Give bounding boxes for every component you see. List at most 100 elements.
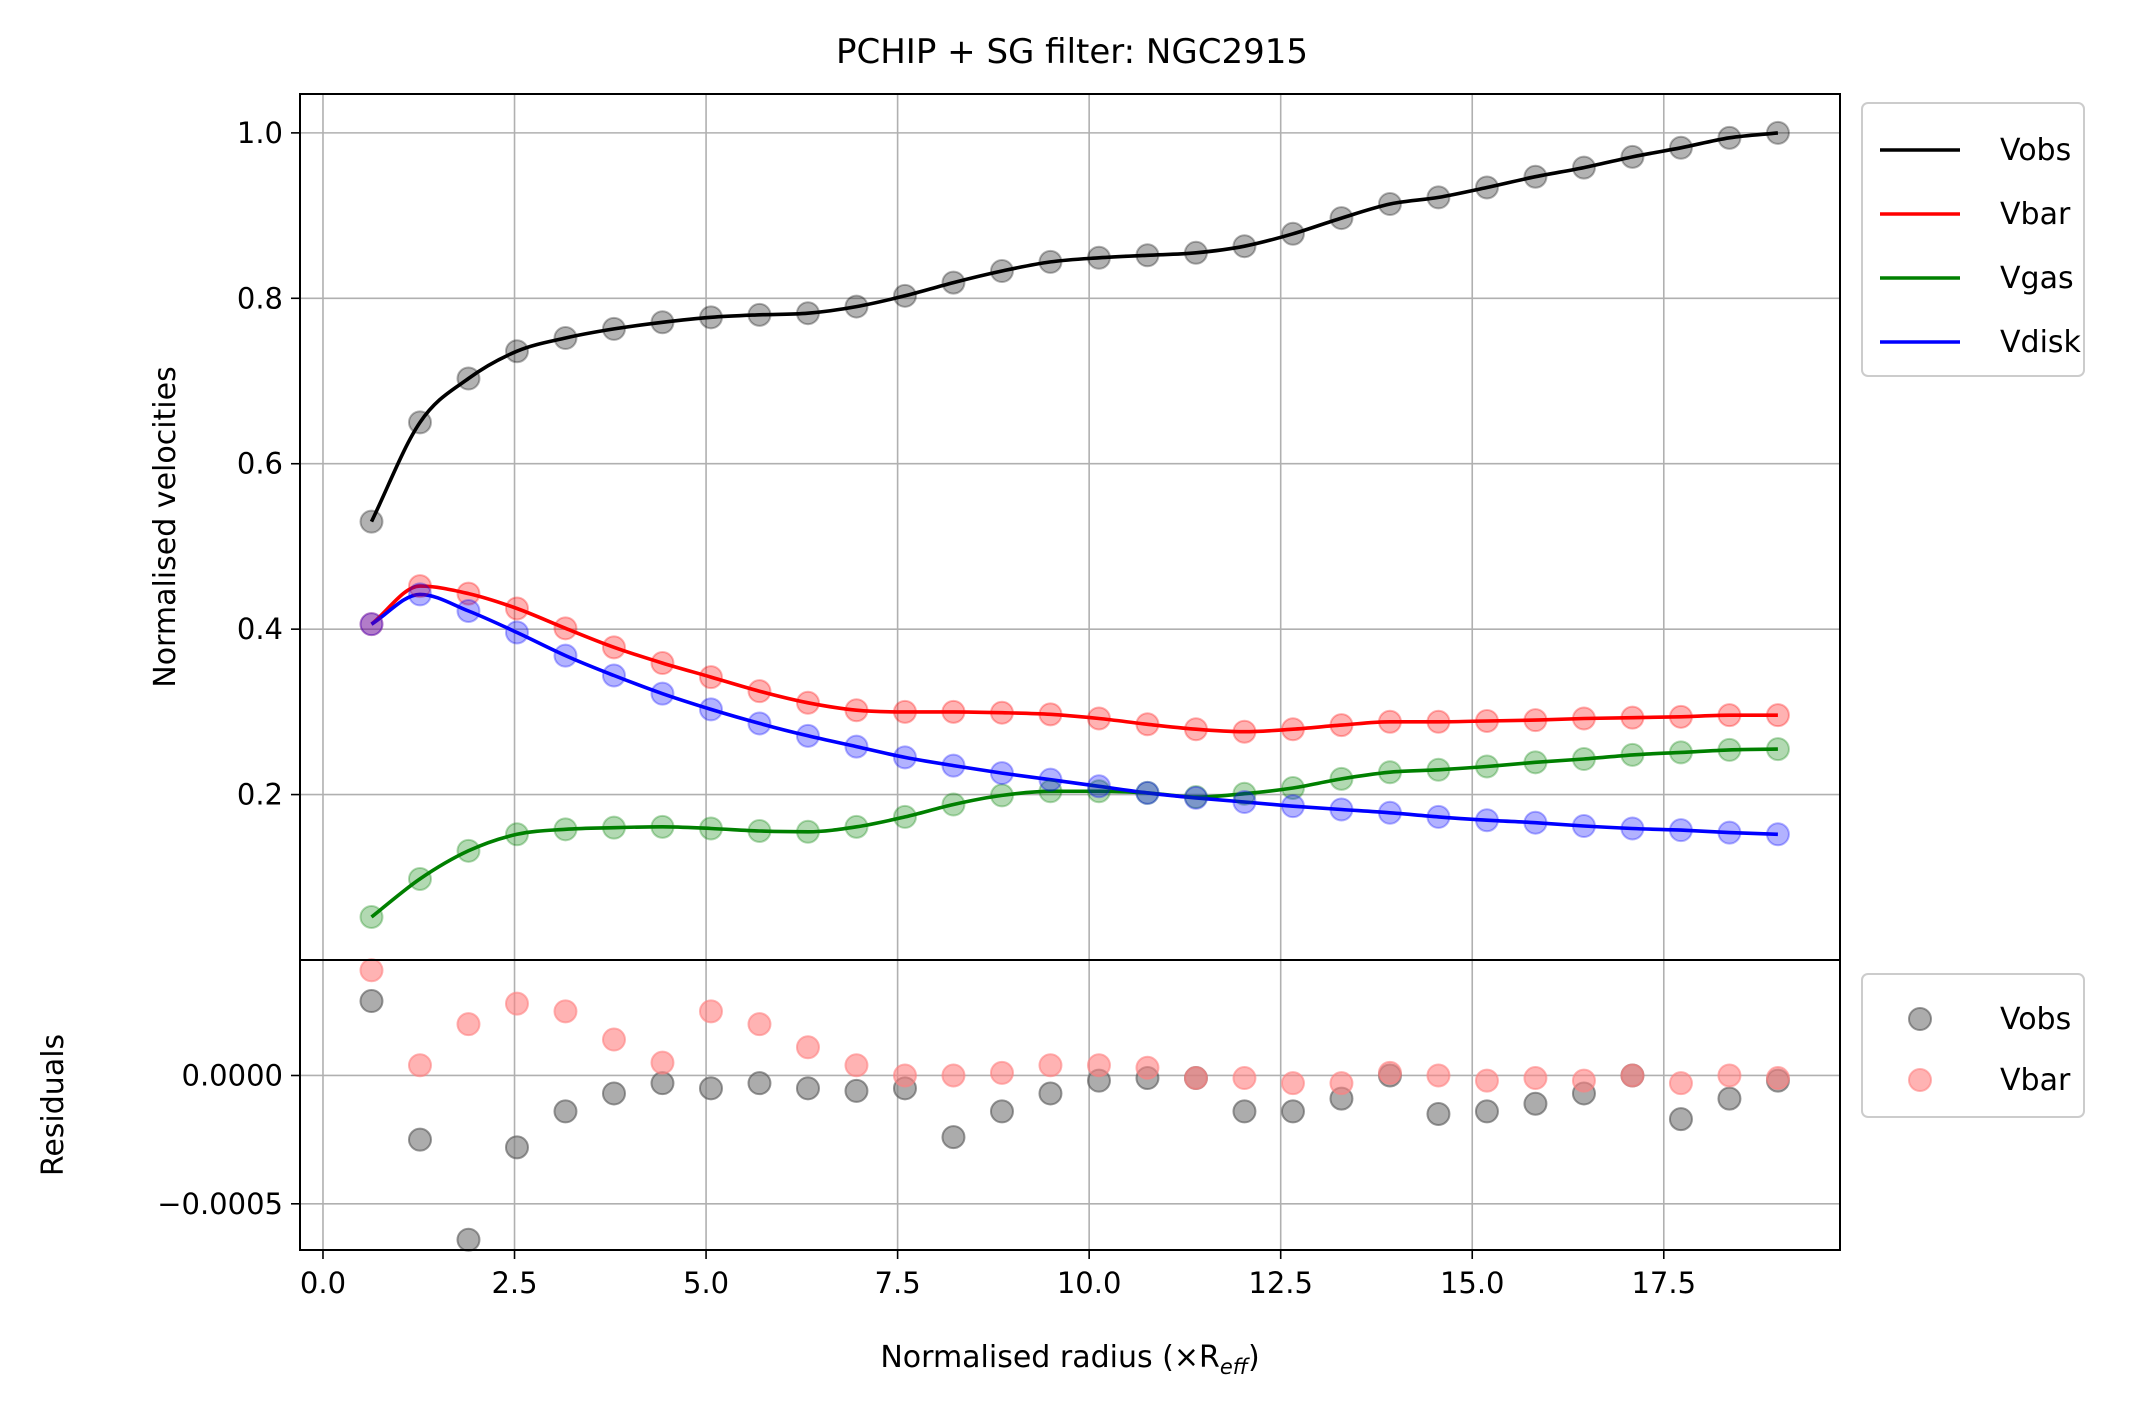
- point-vbar: [795, 690, 820, 715]
- point-vobs: [1183, 240, 1208, 265]
- point-vgas: [456, 838, 481, 863]
- point-vdisk: [1717, 820, 1742, 845]
- residual-point-vobs: [553, 1099, 578, 1124]
- point-vdisk: [601, 663, 626, 688]
- top-y-ticks: 0.2 0.4 0.6 0.8 1.0: [237, 116, 300, 812]
- residual-point-vobs: [989, 1099, 1014, 1124]
- point-vdisk: [1474, 808, 1499, 833]
- point-vobs: [1280, 221, 1305, 246]
- point-vdisk: [1620, 816, 1645, 841]
- point-vdisk: [892, 745, 917, 770]
- residual-point-vbar: [456, 1012, 481, 1037]
- residual-point-vbar: [1765, 1066, 1790, 1091]
- x-axis-label-main: Normalised radius (×R: [880, 1340, 1220, 1375]
- point-vgas: [1426, 757, 1451, 782]
- point-vbar: [1377, 709, 1402, 734]
- residual-point-vobs: [1474, 1099, 1499, 1124]
- point-vgas: [504, 822, 529, 847]
- residual-point-vobs: [1426, 1101, 1451, 1126]
- point-vobs: [1232, 234, 1257, 259]
- point-vgas: [1086, 779, 1111, 804]
- legend-label-vgas: Vgas: [2000, 261, 2074, 296]
- residual-point-vbar: [1329, 1071, 1354, 1096]
- residual-point-vobs: [795, 1076, 820, 1101]
- residual-point-vbar: [844, 1053, 869, 1078]
- residual-point-vobs: [941, 1125, 966, 1150]
- residual-point-vbar: [989, 1060, 1014, 1085]
- point-vgas: [1329, 766, 1354, 791]
- point-vobs: [1038, 249, 1063, 274]
- point-vgas: [747, 818, 772, 843]
- x-tick-label: 5.0: [683, 1266, 729, 1300]
- point-vdisk: [1086, 774, 1111, 799]
- residual-point-vobs: [1717, 1086, 1742, 1111]
- point-vdisk: [1280, 794, 1305, 819]
- point-vobs: [989, 259, 1014, 284]
- point-vbar: [1620, 705, 1645, 730]
- point-vobs: [1329, 206, 1354, 231]
- point-vobs: [553, 326, 578, 351]
- residual-point-vobs: [359, 989, 384, 1014]
- point-vbar: [1474, 708, 1499, 733]
- point-vbar: [747, 679, 772, 704]
- point-vobs: [1426, 185, 1451, 210]
- point-vgas: [1571, 747, 1596, 772]
- line-vobs: [369, 131, 1779, 523]
- x-tick-label: 12.5: [1248, 1266, 1313, 1300]
- residual-point-vbar: [1571, 1068, 1596, 1093]
- legend-marker-vbar: [1908, 1068, 1932, 1092]
- point-vbar: [601, 635, 626, 660]
- residual-point-vbar: [553, 999, 578, 1024]
- point-vobs: [1086, 245, 1111, 270]
- point-vdisk: [1571, 814, 1596, 839]
- residual-point-vobs: [1280, 1099, 1305, 1124]
- residual-point-vbar: [1377, 1060, 1402, 1085]
- residual-point-vobs: [747, 1071, 772, 1096]
- residual-point-vobs: [601, 1081, 626, 1106]
- bottom-y-axis-label: Residuals: [36, 1034, 71, 1176]
- legend-marker-vobs: [1908, 1007, 1932, 1031]
- point-vbar: [456, 581, 481, 606]
- residual-point-vbar: [1038, 1053, 1063, 1078]
- point-vobs: [941, 270, 966, 295]
- point-vbar: [1280, 717, 1305, 742]
- residual-point-vobs: [1038, 1081, 1063, 1106]
- point-vbar: [1135, 712, 1160, 737]
- legend-label-vbar: Vbar: [2000, 197, 2071, 232]
- point-vgas: [989, 783, 1014, 808]
- bottom-y-ticks: 0.0000 −0.0005: [157, 1058, 300, 1221]
- point-vbar: [1426, 709, 1451, 734]
- bottom-y-tick-label: −0.0005: [157, 1187, 283, 1221]
- point-vgas: [1668, 740, 1693, 765]
- x-tick-label: 10.0: [1057, 1266, 1122, 1300]
- residual-point-vbar: [407, 1053, 432, 1078]
- residual-point-vbar: [1232, 1066, 1257, 1091]
- x-axis-label-subscript: eff: [1220, 1355, 1251, 1379]
- residual-point-vobs: [504, 1135, 529, 1160]
- legend-label-vobs: Vobs: [2000, 133, 2071, 168]
- x-tick-label: 7.5: [875, 1266, 921, 1300]
- residual-point-vobs: [1232, 1099, 1257, 1124]
- residual-point-vobs: [698, 1076, 723, 1101]
- point-vdisk: [553, 643, 578, 668]
- point-vdisk: [1668, 818, 1693, 843]
- point-vgas: [941, 792, 966, 817]
- top-legend: Vobs Vbar Vgas Vdisk: [1861, 102, 2085, 377]
- point-vgas: [1183, 785, 1208, 810]
- legend-label-vdisk: Vdisk: [2000, 325, 2082, 360]
- point-vbar: [1183, 717, 1208, 742]
- residual-point-vbar: [1474, 1068, 1499, 1093]
- point-vbar: [1523, 708, 1548, 733]
- top-panel: 0.2 0.4 0.6 0.8 1.0 Normalised velocities: [148, 93, 1841, 961]
- residual-point-vbar: [504, 991, 529, 1016]
- residual-point-vbar: [1668, 1071, 1693, 1096]
- top-y-axis-label: Normalised velocities: [148, 366, 183, 687]
- residual-point-vbar: [1135, 1055, 1160, 1080]
- residual-point-vobs: [1668, 1107, 1693, 1132]
- residual-point-vbar: [892, 1063, 917, 1088]
- point-vdisk: [795, 723, 820, 748]
- x-axis-label-end: ): [1248, 1340, 1260, 1375]
- residual-point-vbar: [1620, 1063, 1645, 1088]
